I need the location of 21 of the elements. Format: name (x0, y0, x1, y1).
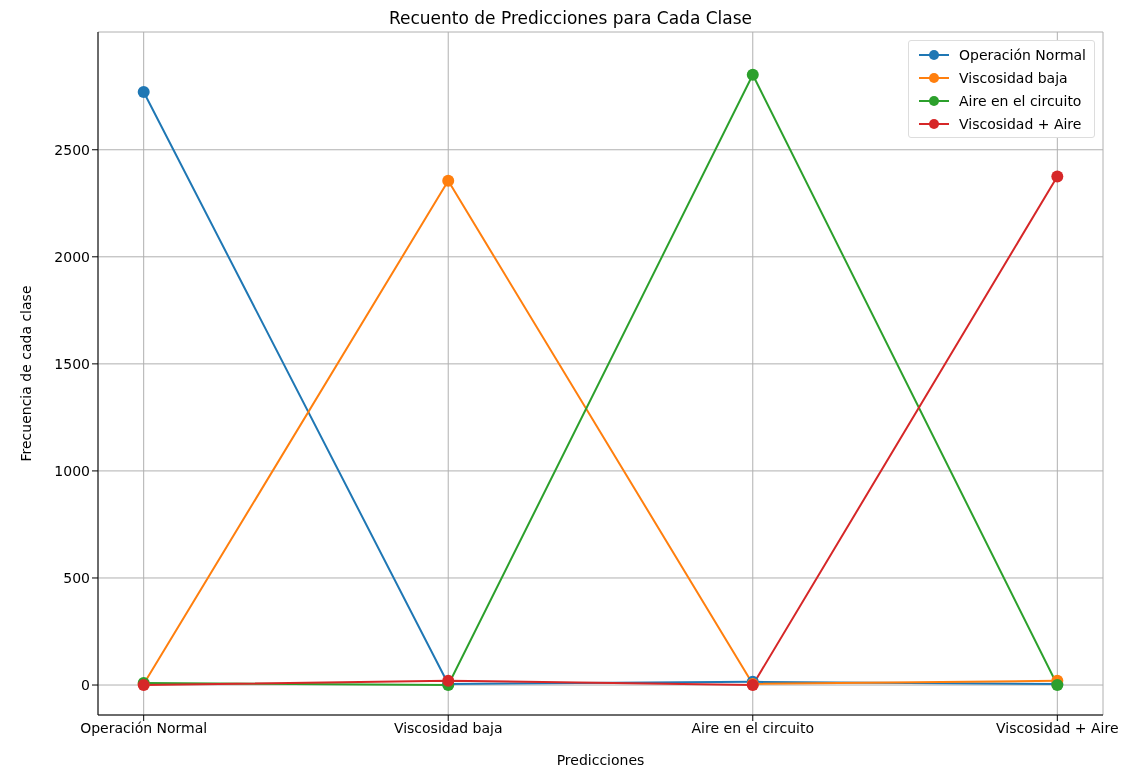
legend-label: Viscosidad baja (959, 69, 1068, 86)
point (137, 85, 150, 98)
legend-label: Viscosidad + Aire (959, 115, 1082, 132)
y-tick-label: 500 (63, 569, 90, 586)
legend-label: Operación Normal (959, 46, 1086, 63)
legend-label: Aire en el circuito (959, 92, 1082, 109)
y-axis-title: Frecuencia de cada clase (17, 285, 34, 462)
x-tick-label: Aire en el circuito (691, 719, 814, 736)
y-tick-label: 1000 (54, 462, 90, 479)
y-tick-label: 1500 (54, 355, 90, 372)
chart-title: Recuento de Predicciones para Cada Clase (387, 8, 754, 30)
x-tick-label: Viscosidad baja (393, 719, 503, 736)
y-tick-label: 2500 (54, 141, 90, 158)
x-axis-title: Predicciones (556, 752, 645, 768)
point (746, 68, 759, 81)
y-tick-label: 2000 (54, 248, 90, 265)
x-tick-label: Viscosidad + Aire (996, 719, 1119, 736)
point (1051, 170, 1064, 183)
y-tick-label: 0 (81, 677, 90, 693)
x-tick-label: Operación Normal (80, 719, 208, 736)
point (442, 174, 455, 187)
